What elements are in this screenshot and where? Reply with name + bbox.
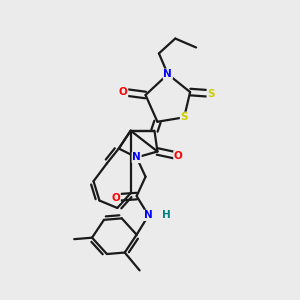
Text: O: O xyxy=(119,87,128,97)
Text: N: N xyxy=(132,152,141,162)
Text: O: O xyxy=(111,193,120,202)
Text: O: O xyxy=(174,151,183,161)
Text: S: S xyxy=(180,112,188,122)
Text: H: H xyxy=(162,210,171,220)
Text: N: N xyxy=(144,210,153,220)
Text: N: N xyxy=(164,69,172,79)
Text: S: S xyxy=(207,88,215,98)
